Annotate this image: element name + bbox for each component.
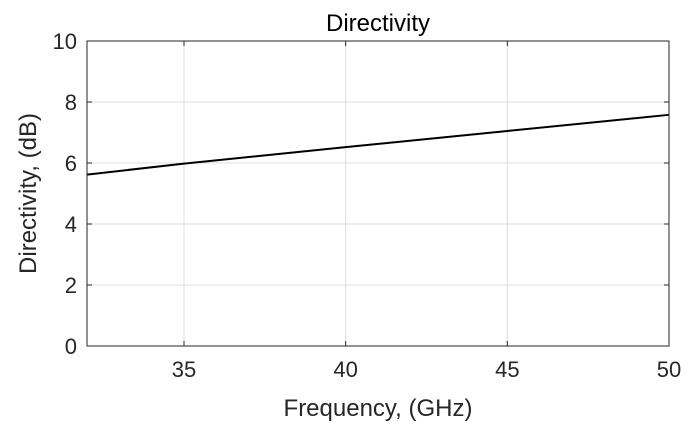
y-tick-label: 6 xyxy=(65,151,77,176)
y-tick-label: 2 xyxy=(65,273,77,298)
tick-marks xyxy=(87,40,670,347)
y-tick-label: 4 xyxy=(65,212,77,237)
tick-labels: 35 40 45 50 0 2 4 6 8 10 xyxy=(53,29,682,382)
series-layer xyxy=(86,113,670,176)
chart-title: Directivity xyxy=(326,10,430,37)
x-tick-label: 40 xyxy=(333,357,357,382)
x-axis-label: Frequency, (GHz) xyxy=(284,395,473,422)
y-tick-label: 10 xyxy=(53,29,77,54)
y-axis-label: Directivity, (dB) xyxy=(15,113,42,274)
y-tick-label: 0 xyxy=(65,334,77,359)
x-tick-label: 50 xyxy=(657,357,681,382)
y-tick-label: 8 xyxy=(65,90,77,115)
x-tick-label: 45 xyxy=(495,357,519,382)
plot-area xyxy=(87,41,669,346)
plot-frame xyxy=(86,40,670,347)
x-tick-label: 35 xyxy=(172,357,196,382)
